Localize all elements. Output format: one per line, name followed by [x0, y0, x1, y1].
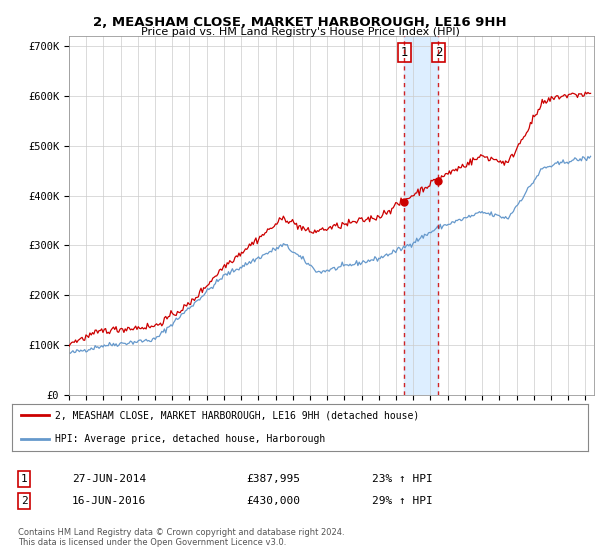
Text: 23% ↑ HPI: 23% ↑ HPI	[372, 474, 433, 484]
Text: Contains HM Land Registry data © Crown copyright and database right 2024.
This d: Contains HM Land Registry data © Crown c…	[18, 528, 344, 547]
Text: 2: 2	[434, 46, 442, 59]
Text: 1: 1	[401, 46, 408, 59]
Text: 2, MEASHAM CLOSE, MARKET HARBOROUGH, LE16 9HH: 2, MEASHAM CLOSE, MARKET HARBOROUGH, LE1…	[93, 16, 507, 29]
Text: 2: 2	[20, 496, 28, 506]
Text: 2, MEASHAM CLOSE, MARKET HARBOROUGH, LE16 9HH (detached house): 2, MEASHAM CLOSE, MARKET HARBOROUGH, LE1…	[55, 410, 419, 421]
Text: HPI: Average price, detached house, Harborough: HPI: Average price, detached house, Harb…	[55, 434, 325, 444]
Bar	[404, 36, 439, 395]
Text: 16-JUN-2016: 16-JUN-2016	[72, 496, 146, 506]
Text: 1: 1	[20, 474, 28, 484]
Text: £430,000: £430,000	[246, 496, 300, 506]
Text: Price paid vs. HM Land Registry's House Price Index (HPI): Price paid vs. HM Land Registry's House …	[140, 27, 460, 37]
Text: £387,995: £387,995	[246, 474, 300, 484]
Text: 29% ↑ HPI: 29% ↑ HPI	[372, 496, 433, 506]
Text: 27-JUN-2014: 27-JUN-2014	[72, 474, 146, 484]
